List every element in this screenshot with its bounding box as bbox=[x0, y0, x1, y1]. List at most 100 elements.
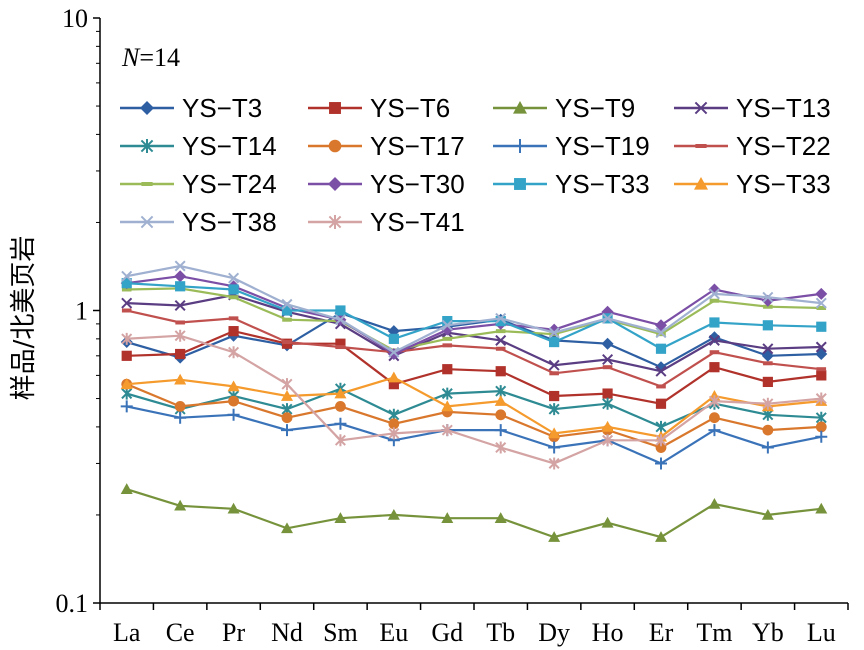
legend-label: YS−T3 bbox=[182, 93, 262, 123]
data-point bbox=[548, 457, 560, 470]
series-line bbox=[126, 329, 822, 405]
legend-marker bbox=[141, 182, 153, 186]
legend-entry-8: YS−T22 bbox=[674, 131, 831, 161]
legend-entry-4: YS−T13 bbox=[674, 93, 831, 123]
data-point bbox=[120, 400, 133, 413]
data-point bbox=[228, 346, 240, 359]
x-tick-label-nd: Nd bbox=[271, 618, 303, 647]
data-point bbox=[335, 345, 346, 350]
legend-label: YS−T22 bbox=[736, 131, 831, 161]
sample-count-symbol: N bbox=[121, 43, 141, 72]
data-point bbox=[495, 346, 506, 351]
series-line bbox=[126, 264, 822, 354]
data-point bbox=[762, 320, 773, 331]
data-point bbox=[442, 336, 453, 341]
data-point bbox=[174, 499, 187, 511]
data-point bbox=[174, 270, 187, 283]
series-line bbox=[126, 309, 822, 388]
data-point bbox=[334, 434, 346, 447]
series-7 bbox=[120, 400, 828, 470]
legend-label: YS−T33 bbox=[736, 169, 831, 199]
data-point bbox=[495, 409, 507, 421]
legend-marker bbox=[695, 144, 707, 148]
data-point bbox=[121, 297, 133, 309]
legend-label: YS−T30 bbox=[370, 169, 465, 199]
legend-marker bbox=[140, 101, 154, 115]
x-tick-label-sm: Sm bbox=[323, 618, 358, 647]
data-point bbox=[175, 348, 186, 360]
x-tick-label-tb: Tb bbox=[486, 618, 515, 647]
y-axis-label: 样品/北美页岩 bbox=[9, 236, 39, 401]
legend-label: YS−T19 bbox=[555, 131, 650, 161]
legend-marker bbox=[328, 215, 342, 229]
data-point bbox=[495, 312, 507, 324]
data-point bbox=[120, 378, 133, 389]
legend-marker bbox=[514, 178, 526, 190]
data-point bbox=[816, 305, 827, 310]
legend-label: YS−T13 bbox=[736, 93, 831, 123]
sample-count-annotation: N=14 bbox=[121, 43, 180, 72]
data-point bbox=[441, 424, 453, 437]
series-layer bbox=[120, 260, 828, 542]
data-point bbox=[121, 270, 133, 282]
data-point bbox=[708, 395, 720, 408]
data-point bbox=[762, 397, 774, 410]
data-point bbox=[334, 314, 346, 326]
data-point bbox=[655, 434, 667, 447]
data-point bbox=[548, 441, 561, 454]
data-point bbox=[121, 278, 132, 289]
legend-entry-10: YS−T30 bbox=[308, 169, 465, 199]
series-3 bbox=[120, 483, 828, 542]
data-point bbox=[709, 317, 720, 328]
data-point bbox=[708, 334, 720, 346]
data-point bbox=[281, 378, 293, 391]
data-point bbox=[228, 316, 239, 321]
data-point bbox=[708, 498, 721, 509]
legend-entry-3: YS−T9 bbox=[493, 93, 635, 123]
data-point bbox=[548, 359, 560, 371]
data-point bbox=[762, 343, 774, 355]
data-point bbox=[442, 315, 453, 327]
data-point bbox=[388, 346, 400, 358]
data-point bbox=[602, 397, 614, 410]
data-point bbox=[761, 508, 774, 520]
x-tick-label-ce: Ce bbox=[166, 618, 195, 647]
series-6 bbox=[121, 378, 827, 453]
data-point bbox=[442, 343, 453, 348]
series-13 bbox=[121, 260, 827, 358]
data-point bbox=[602, 434, 614, 447]
data-point bbox=[121, 350, 132, 361]
data-point bbox=[602, 312, 614, 324]
legend-label: YS−T9 bbox=[555, 93, 635, 123]
data-point bbox=[334, 387, 347, 399]
data-point bbox=[549, 390, 560, 402]
data-point bbox=[602, 388, 613, 399]
legend-entry-2: YS−T6 bbox=[308, 93, 450, 123]
data-point bbox=[120, 483, 133, 494]
legend-entry-7: YS−T19 bbox=[493, 131, 650, 161]
legend-marker bbox=[694, 177, 708, 190]
data-point bbox=[815, 430, 828, 443]
data-point bbox=[494, 424, 507, 437]
data-point bbox=[815, 297, 827, 309]
data-point bbox=[709, 350, 720, 355]
x-tick-label-pr: Pr bbox=[222, 618, 245, 647]
data-point bbox=[815, 341, 827, 353]
data-point bbox=[282, 317, 292, 322]
data-point bbox=[388, 379, 399, 390]
series-line bbox=[126, 383, 822, 449]
data-point bbox=[708, 424, 721, 437]
x-tick-label-tm: Tm bbox=[696, 618, 732, 647]
data-point bbox=[655, 343, 667, 354]
data-point bbox=[601, 516, 614, 528]
data-point bbox=[441, 512, 454, 523]
series-8 bbox=[121, 308, 827, 389]
data-point bbox=[549, 336, 560, 348]
data-point bbox=[175, 281, 186, 292]
data-point bbox=[548, 327, 560, 339]
y-tick-label: 1 bbox=[75, 297, 88, 326]
data-point bbox=[335, 401, 346, 412]
legend-marker bbox=[513, 101, 527, 114]
data-point bbox=[602, 365, 613, 370]
